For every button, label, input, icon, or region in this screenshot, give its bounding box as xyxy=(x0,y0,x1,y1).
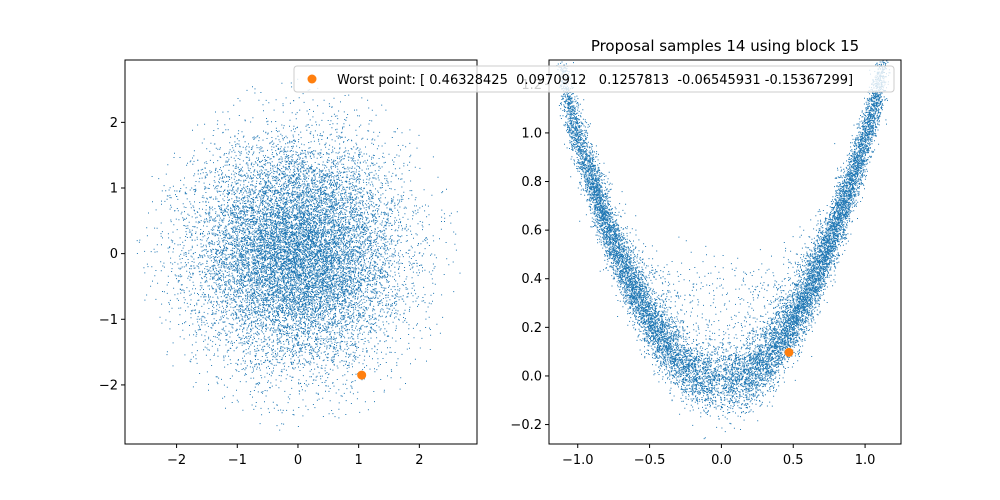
y-tick-label: −0.2 xyxy=(510,418,542,433)
sample-points xyxy=(136,78,461,431)
left-x-axis: −2 −1 0 1 2 xyxy=(167,444,423,468)
y-tick-label: 2 xyxy=(110,116,118,131)
left-scatter-cloud xyxy=(136,78,461,431)
legend-marker xyxy=(307,74,317,84)
right-x-axis: −1.0 −0.5 0.0 0.5 1.0 xyxy=(562,444,875,468)
left-axes-frame xyxy=(124,59,478,445)
legend-box xyxy=(293,65,895,93)
y-tick-label: 0.4 xyxy=(521,272,542,287)
y-tick-label: 0 xyxy=(110,247,118,262)
y-tick-label: 0.8 xyxy=(521,175,542,190)
x-tick-label: 2 xyxy=(415,453,423,468)
right-panel-title: Proposal samples 14 using block 15 xyxy=(591,37,859,55)
y-tick-label: 0.2 xyxy=(521,321,542,336)
right-axes-frame xyxy=(548,59,902,445)
left-panel: −2 −1 0 1 2 2 1 0 −1 −2 xyxy=(99,59,478,468)
x-tick-label: −2 xyxy=(167,453,186,468)
x-tick-label: 0.0 xyxy=(711,453,732,468)
y-tick-label: −2 xyxy=(99,378,118,393)
x-tick-label: 0 xyxy=(294,453,302,468)
x-tick-label: 1 xyxy=(355,453,363,468)
x-tick-label: −1 xyxy=(228,453,247,468)
right-scatter-cloud xyxy=(556,60,891,440)
right-worst-point-layer xyxy=(784,347,794,357)
x-tick-label: −0.5 xyxy=(634,453,666,468)
legend: Worst point: [ 0.46328425 0.0970912 0.12… xyxy=(293,65,895,93)
left-worst-point-layer xyxy=(357,370,367,380)
left-y-axis: 2 1 0 −1 −2 xyxy=(99,116,125,393)
x-tick-label: −1.0 xyxy=(562,453,594,468)
y-tick-label: −1 xyxy=(99,313,118,328)
y-tick-label: 1.0 xyxy=(521,126,542,141)
y-tick-label: 0.0 xyxy=(521,369,542,384)
worst-point-marker xyxy=(357,370,367,380)
x-tick-label: 0.5 xyxy=(783,453,804,468)
legend-label: Worst point: [ 0.46328425 0.0970912 0.12… xyxy=(337,73,853,88)
right-y-axis: 1.21.00.80.60.40.20.0−0.2 xyxy=(510,78,549,433)
y-tick-label: 0.6 xyxy=(521,224,542,239)
x-tick-label: 1.0 xyxy=(855,453,876,468)
y-tick-label: 1 xyxy=(110,182,118,197)
sample-points xyxy=(556,60,891,440)
right-panel: Proposal samples 14 using block 15 −1.0−… xyxy=(510,37,902,468)
worst-point-marker xyxy=(784,347,794,357)
